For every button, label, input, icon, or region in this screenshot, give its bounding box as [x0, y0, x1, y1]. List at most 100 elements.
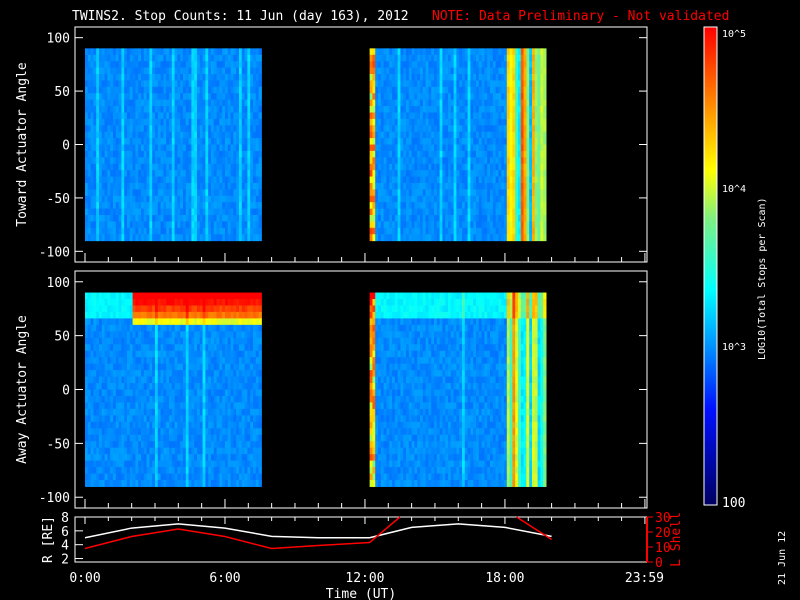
heatmap-cell [434, 74, 438, 81]
heatmap-cell [467, 125, 471, 133]
heatmap-cell [222, 215, 226, 222]
heatmap-cell [422, 189, 427, 197]
heatmap-cell [90, 61, 94, 69]
heatmap-cell [543, 131, 547, 139]
heatmap-cell [400, 202, 404, 210]
heatmap-cell [185, 389, 190, 397]
heatmap-cell [389, 61, 393, 69]
heatmap-cell [182, 441, 187, 449]
heatmap-cell [152, 363, 156, 371]
heatmap-cell [143, 428, 148, 436]
heatmap-cell [392, 99, 396, 107]
heatmap-cell [208, 176, 212, 184]
heatmap-cell [233, 195, 237, 203]
heatmap-cell [411, 61, 415, 69]
heatmap-cell [227, 157, 232, 165]
heatmap-cell [93, 195, 97, 203]
heatmap-cell [90, 318, 94, 326]
heatmap-cell [199, 215, 204, 222]
heatmap-cell [90, 93, 94, 101]
heatmap-cell [168, 370, 173, 378]
heatmap-cell [138, 48, 142, 56]
heatmap-cell [121, 67, 125, 75]
heatmap-cell [258, 234, 262, 242]
heatmap-cell [224, 176, 229, 184]
heatmap-cell [252, 208, 257, 216]
heatmap-cell [85, 118, 89, 126]
heatmap-cell [470, 234, 474, 242]
heatmap-cell [132, 106, 136, 113]
heatmap-cell [498, 80, 502, 88]
heatmap-cell [210, 215, 215, 222]
heatmap-cell [230, 176, 234, 184]
heatmap-cell [112, 163, 117, 171]
heatmap-cell [219, 74, 223, 81]
heatmap-cell [135, 370, 139, 378]
heatmap-cell [143, 421, 148, 429]
heatmap-cell [90, 106, 94, 113]
heatmap-cell [101, 106, 106, 113]
heatmap-cell [448, 163, 452, 171]
heatmap-cell [411, 208, 415, 216]
heatmap-cell [476, 67, 480, 75]
heatmap-cell [185, 454, 190, 462]
heatmap-cell [383, 74, 387, 81]
heatmap-cell [157, 454, 162, 462]
heatmap-cell [96, 163, 100, 171]
heatmap-cell [191, 447, 195, 455]
heatmap-cell [163, 331, 167, 339]
heatmap-cell [205, 215, 209, 222]
heatmap-cell [534, 144, 539, 152]
heatmap-cell [372, 74, 376, 81]
heatmap-cell [135, 299, 139, 306]
heatmap-cell [118, 227, 122, 235]
heatmap-cell [96, 131, 100, 139]
heatmap-cell [138, 299, 142, 306]
heatmap-cell [386, 163, 390, 171]
heatmap-cell [414, 144, 418, 152]
heatmap-cell [177, 415, 181, 423]
heatmap-cell [171, 80, 176, 88]
heatmap-cell [124, 118, 128, 126]
heatmap-cell [90, 324, 94, 332]
heatmap-cell [185, 48, 190, 56]
heatmap-cell [96, 447, 100, 455]
heatmap-cell [252, 48, 257, 56]
heatmap-cell [532, 112, 536, 120]
heatmap-cell [532, 138, 536, 145]
heatmap-cell [450, 48, 455, 56]
heatmap-cell [96, 182, 100, 190]
heatmap-cell [252, 163, 257, 171]
heatmap-cell [124, 221, 128, 229]
heatmap-cell [241, 234, 246, 242]
heatmap-cell [121, 112, 125, 120]
heatmap-cell [160, 324, 164, 332]
heatmap-cell [196, 112, 201, 120]
heatmap-cell [118, 61, 122, 69]
heatmap-cell [182, 370, 187, 378]
heatmap-cell [168, 163, 173, 171]
heatmap-cell [534, 189, 539, 197]
heatmap-cell [110, 460, 114, 468]
heatmap-cell [85, 415, 89, 423]
heatmap-cell [448, 150, 452, 158]
heatmap-cell [208, 112, 212, 120]
heatmap-cell [129, 182, 134, 190]
heatmap-cell [160, 67, 164, 75]
heatmap-cell [406, 106, 410, 113]
heatmap-cell [149, 318, 153, 326]
heatmap-cell [448, 215, 452, 222]
heatmap-cell [222, 48, 226, 56]
heatmap-cell [191, 357, 195, 365]
heatmap-cell [118, 99, 122, 107]
heatmap-cell [177, 395, 181, 403]
heatmap-cell [199, 93, 204, 101]
heatmap-cell [453, 195, 457, 203]
heatmap-cell [188, 138, 192, 145]
heatmap-cell [450, 93, 455, 101]
heatmap-cell [196, 131, 201, 139]
heatmap-cell [397, 48, 401, 56]
heatmap-cell [87, 118, 92, 126]
heatmap-cell [462, 80, 466, 88]
heatmap-cell [532, 93, 536, 101]
